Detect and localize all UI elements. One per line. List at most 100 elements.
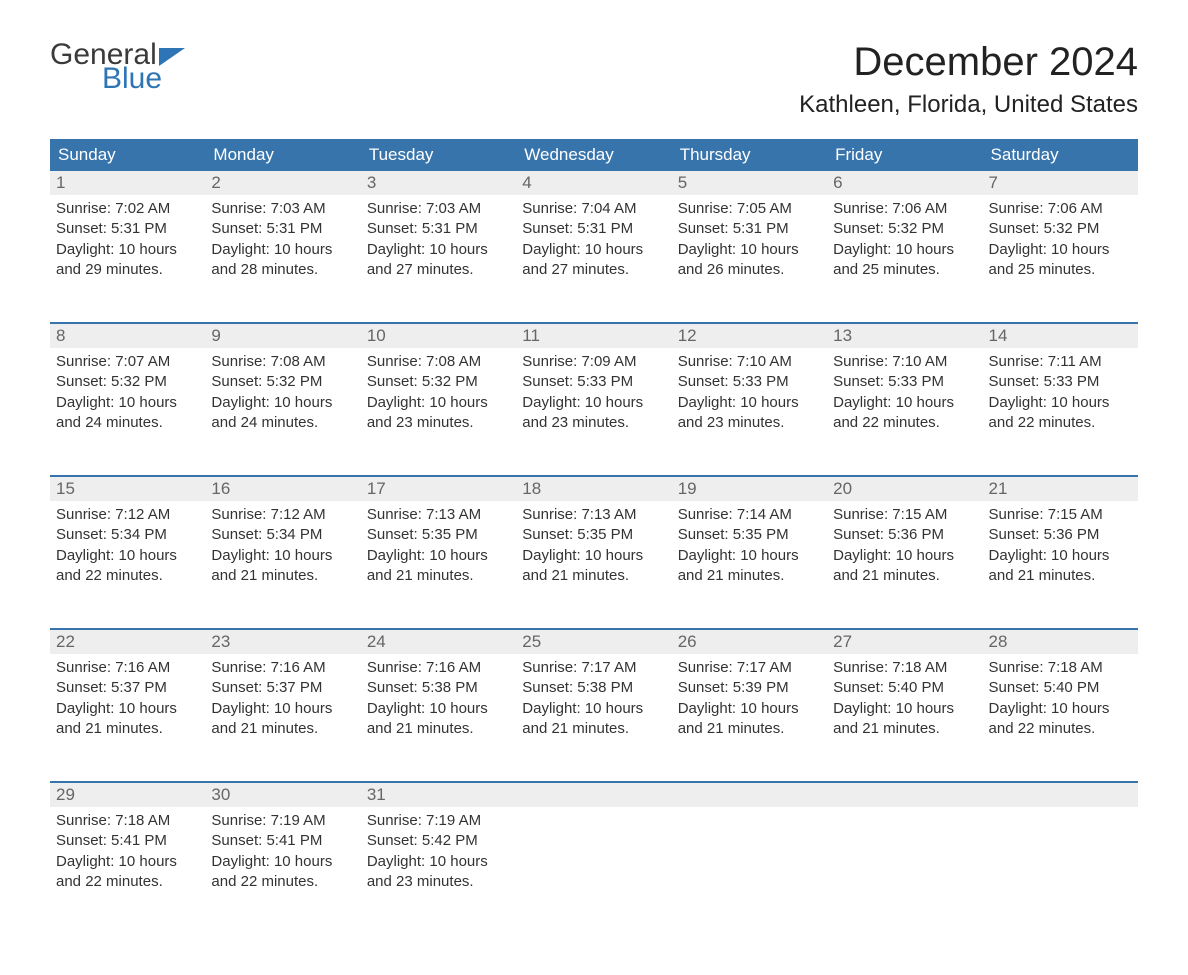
daylight-line: Daylight: 10 hours and 21 minutes. bbox=[211, 699, 354, 740]
day-data: Sunrise: 7:16 AMSunset: 5:37 PMDaylight:… bbox=[50, 654, 205, 749]
sunrise-line: Sunrise: 7:14 AM bbox=[678, 505, 821, 525]
month-title: December 2024 bbox=[799, 40, 1138, 85]
day-data-cell: Sunrise: 7:15 AMSunset: 5:36 PMDaylight:… bbox=[983, 501, 1138, 629]
day-number: 19 bbox=[672, 477, 827, 501]
sunset-line: Sunset: 5:38 PM bbox=[367, 678, 510, 698]
day-number-cell: 4 bbox=[516, 171, 671, 195]
day-data: Sunrise: 7:10 AMSunset: 5:33 PMDaylight:… bbox=[672, 348, 827, 443]
daylight-line: Daylight: 10 hours and 21 minutes. bbox=[522, 699, 665, 740]
day-data-cell: Sunrise: 7:18 AMSunset: 5:41 PMDaylight:… bbox=[50, 807, 205, 935]
day-number-cell: 22 bbox=[50, 630, 205, 654]
sunset-line: Sunset: 5:41 PM bbox=[211, 831, 354, 851]
sunrise-line: Sunrise: 7:18 AM bbox=[56, 811, 199, 831]
sunrise-line: Sunrise: 7:18 AM bbox=[833, 658, 976, 678]
sunrise-line: Sunrise: 7:18 AM bbox=[989, 658, 1132, 678]
day-number-cell: 13 bbox=[827, 324, 982, 348]
day-number: 5 bbox=[672, 171, 827, 195]
day-data: Sunrise: 7:08 AMSunset: 5:32 PMDaylight:… bbox=[361, 348, 516, 443]
day-number-cell bbox=[516, 783, 671, 807]
sunrise-line: Sunrise: 7:04 AM bbox=[522, 199, 665, 219]
day-data: Sunrise: 7:17 AMSunset: 5:38 PMDaylight:… bbox=[516, 654, 671, 749]
day-number-cell: 31 bbox=[361, 783, 516, 807]
sunset-line: Sunset: 5:32 PM bbox=[367, 372, 510, 392]
day-number: 29 bbox=[50, 783, 205, 807]
location: Kathleen, Florida, United States bbox=[799, 91, 1138, 119]
day-data-cell: Sunrise: 7:12 AMSunset: 5:34 PMDaylight:… bbox=[205, 501, 360, 629]
day-data-cell: Sunrise: 7:09 AMSunset: 5:33 PMDaylight:… bbox=[516, 348, 671, 476]
day-data-cell: Sunrise: 7:06 AMSunset: 5:32 PMDaylight:… bbox=[983, 195, 1138, 323]
day-data-cell: Sunrise: 7:16 AMSunset: 5:37 PMDaylight:… bbox=[50, 654, 205, 782]
sunrise-line: Sunrise: 7:08 AM bbox=[367, 352, 510, 372]
sunrise-line: Sunrise: 7:08 AM bbox=[211, 352, 354, 372]
daylight-line: Daylight: 10 hours and 25 minutes. bbox=[989, 240, 1132, 281]
sunrise-line: Sunrise: 7:06 AM bbox=[833, 199, 976, 219]
day-data-cell bbox=[516, 807, 671, 935]
sunset-line: Sunset: 5:33 PM bbox=[678, 372, 821, 392]
daylight-line: Daylight: 10 hours and 22 minutes. bbox=[211, 852, 354, 893]
day-number: 30 bbox=[205, 783, 360, 807]
daylight-line: Daylight: 10 hours and 29 minutes. bbox=[56, 240, 199, 281]
daylight-line: Daylight: 10 hours and 21 minutes. bbox=[56, 699, 199, 740]
day-data: Sunrise: 7:03 AMSunset: 5:31 PMDaylight:… bbox=[205, 195, 360, 290]
sunrise-line: Sunrise: 7:10 AM bbox=[678, 352, 821, 372]
day-data-cell: Sunrise: 7:19 AMSunset: 5:41 PMDaylight:… bbox=[205, 807, 360, 935]
sunrise-line: Sunrise: 7:15 AM bbox=[989, 505, 1132, 525]
day-number: 2 bbox=[205, 171, 360, 195]
day-data-row: Sunrise: 7:12 AMSunset: 5:34 PMDaylight:… bbox=[50, 501, 1138, 629]
logo: General Blue bbox=[50, 40, 185, 94]
day-data: Sunrise: 7:08 AMSunset: 5:32 PMDaylight:… bbox=[205, 348, 360, 443]
day-data: Sunrise: 7:06 AMSunset: 5:32 PMDaylight:… bbox=[983, 195, 1138, 290]
day-data: Sunrise: 7:13 AMSunset: 5:35 PMDaylight:… bbox=[361, 501, 516, 596]
sunrise-line: Sunrise: 7:16 AM bbox=[211, 658, 354, 678]
day-number-cell bbox=[983, 783, 1138, 807]
day-data: Sunrise: 7:06 AMSunset: 5:32 PMDaylight:… bbox=[827, 195, 982, 290]
day-number: 15 bbox=[50, 477, 205, 501]
sunset-line: Sunset: 5:31 PM bbox=[56, 219, 199, 239]
sunrise-line: Sunrise: 7:12 AM bbox=[56, 505, 199, 525]
sunrise-line: Sunrise: 7:12 AM bbox=[211, 505, 354, 525]
day-number-row: 891011121314 bbox=[50, 324, 1138, 348]
day-number-cell: 9 bbox=[205, 324, 360, 348]
day-data-cell: Sunrise: 7:13 AMSunset: 5:35 PMDaylight:… bbox=[516, 501, 671, 629]
sunset-line: Sunset: 5:31 PM bbox=[211, 219, 354, 239]
sunset-line: Sunset: 5:33 PM bbox=[833, 372, 976, 392]
day-data-cell: Sunrise: 7:19 AMSunset: 5:42 PMDaylight:… bbox=[361, 807, 516, 935]
sunset-line: Sunset: 5:32 PM bbox=[56, 372, 199, 392]
day-data: Sunrise: 7:15 AMSunset: 5:36 PMDaylight:… bbox=[827, 501, 982, 596]
sunset-line: Sunset: 5:34 PM bbox=[56, 525, 199, 545]
day-number: 27 bbox=[827, 630, 982, 654]
daylight-line: Daylight: 10 hours and 21 minutes. bbox=[211, 546, 354, 587]
day-number-cell: 26 bbox=[672, 630, 827, 654]
sunset-line: Sunset: 5:36 PM bbox=[833, 525, 976, 545]
sunset-line: Sunset: 5:40 PM bbox=[833, 678, 976, 698]
day-data-row: Sunrise: 7:18 AMSunset: 5:41 PMDaylight:… bbox=[50, 807, 1138, 935]
day-number-cell: 30 bbox=[205, 783, 360, 807]
sunset-line: Sunset: 5:31 PM bbox=[367, 219, 510, 239]
day-number: 18 bbox=[516, 477, 671, 501]
day-number-cell: 17 bbox=[361, 477, 516, 501]
day-data-row: Sunrise: 7:02 AMSunset: 5:31 PMDaylight:… bbox=[50, 195, 1138, 323]
day-data: Sunrise: 7:07 AMSunset: 5:32 PMDaylight:… bbox=[50, 348, 205, 443]
day-data: Sunrise: 7:10 AMSunset: 5:33 PMDaylight:… bbox=[827, 348, 982, 443]
sunrise-line: Sunrise: 7:02 AM bbox=[56, 199, 199, 219]
day-number-cell: 18 bbox=[516, 477, 671, 501]
day-data: Sunrise: 7:18 AMSunset: 5:41 PMDaylight:… bbox=[50, 807, 205, 902]
day-number-cell: 16 bbox=[205, 477, 360, 501]
day-number: 1 bbox=[50, 171, 205, 195]
day-data-cell: Sunrise: 7:12 AMSunset: 5:34 PMDaylight:… bbox=[50, 501, 205, 629]
day-data-cell: Sunrise: 7:14 AMSunset: 5:35 PMDaylight:… bbox=[672, 501, 827, 629]
day-data-cell: Sunrise: 7:08 AMSunset: 5:32 PMDaylight:… bbox=[205, 348, 360, 476]
day-data: Sunrise: 7:09 AMSunset: 5:33 PMDaylight:… bbox=[516, 348, 671, 443]
daylight-line: Daylight: 10 hours and 21 minutes. bbox=[678, 699, 821, 740]
day-data: Sunrise: 7:13 AMSunset: 5:35 PMDaylight:… bbox=[516, 501, 671, 596]
day-number-row: 22232425262728 bbox=[50, 630, 1138, 654]
daylight-line: Daylight: 10 hours and 22 minutes. bbox=[56, 852, 199, 893]
weekday-header: Friday bbox=[827, 139, 982, 171]
sunrise-line: Sunrise: 7:16 AM bbox=[56, 658, 199, 678]
daylight-line: Daylight: 10 hours and 24 minutes. bbox=[211, 393, 354, 434]
day-number-cell bbox=[672, 783, 827, 807]
day-number: 17 bbox=[361, 477, 516, 501]
sunset-line: Sunset: 5:36 PM bbox=[989, 525, 1132, 545]
day-data: Sunrise: 7:17 AMSunset: 5:39 PMDaylight:… bbox=[672, 654, 827, 749]
day-number: 24 bbox=[361, 630, 516, 654]
